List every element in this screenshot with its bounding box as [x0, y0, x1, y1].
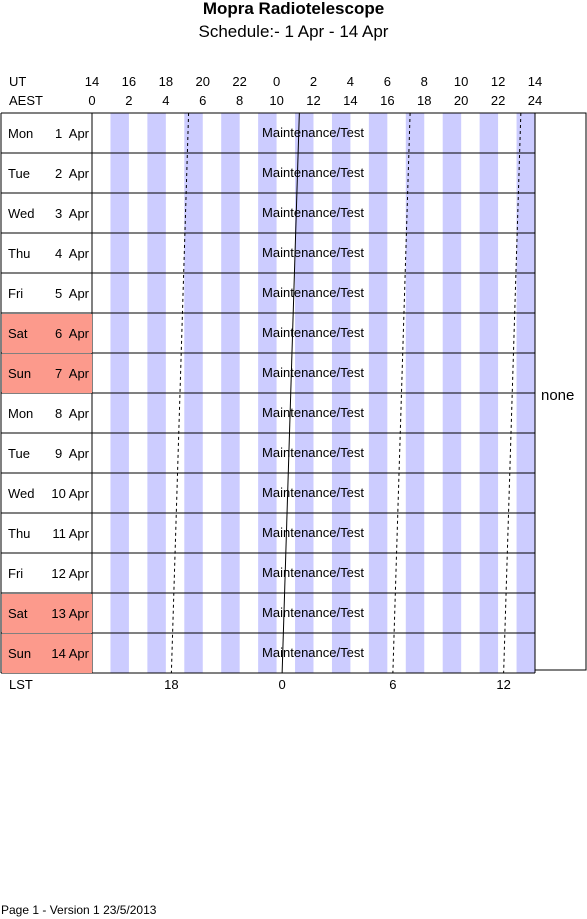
day-date: 1 Apr [55, 126, 89, 141]
chart-title: Mopra Radiotelescope [202, 0, 385, 18]
ut-tick-label: 12 [490, 74, 506, 89]
day-date: 8 Apr [55, 406, 89, 421]
lst-tick-label: 18 [164, 677, 179, 692]
day-label-cell: Mon 8 Apr [2, 394, 92, 433]
ut-row-label: UT [9, 74, 27, 89]
day-name: Fri [8, 286, 24, 301]
day-label-cell: Thu 4 Apr [2, 234, 92, 273]
ut-tick-label: 20 [195, 74, 210, 89]
day-label-cell: Sun 14 Apr [2, 634, 92, 673]
day-date: 14 Apr [51, 646, 89, 661]
lst-row-label: LST [9, 677, 33, 692]
day-label-cell: Mon 1 Apr [2, 114, 92, 153]
ut-tick-label: 8 [420, 74, 428, 89]
lst-zero-line [281, 112, 300, 674]
chart-subtitle: Schedule:- 1 Apr - 14 Apr [198, 22, 389, 41]
ut-tick-label: 14 [527, 74, 543, 89]
aest-tick-label: 12 [306, 93, 321, 108]
day-name: Sat [8, 326, 28, 341]
day-name: Tue [8, 446, 30, 461]
ut-tick-label: 14 [84, 74, 100, 89]
aest-tick-label: 24 [527, 93, 543, 108]
activity-label: Maintenance/Test [262, 245, 364, 260]
day-date: 3 Apr [55, 206, 89, 221]
lst-tick-label: 12 [496, 677, 511, 692]
day-label-cell: Thu 11 Apr [2, 514, 92, 553]
aest-row-label: AEST [9, 93, 43, 108]
ut-tick-label: 18 [158, 74, 174, 89]
aest-tick-label: 22 [490, 93, 506, 108]
aest-tick-label: 16 [380, 93, 395, 108]
ut-tick-label: 16 [121, 74, 137, 89]
activity-label: Maintenance/Test [262, 365, 364, 380]
activity-label: Maintenance/Test [262, 525, 364, 540]
day-date: 7 Apr [55, 366, 89, 381]
aest-tick-label: 10 [269, 93, 284, 108]
day-name: Mon [8, 126, 34, 141]
activity-label: Maintenance/Test [262, 645, 364, 660]
day-name: Wed [8, 486, 35, 501]
day-name: Thu [8, 246, 31, 261]
ut-tick-label: 10 [453, 74, 469, 89]
lst-tick-label: 0 [278, 677, 286, 692]
day-label-cell: Tue 9 Apr [2, 434, 92, 473]
day-label-cell: Sat 13 Apr [2, 594, 92, 633]
aest-tick-label: 2 [125, 93, 133, 108]
ut-tick-label: 0 [272, 74, 281, 89]
activity-label: Maintenance/Test [262, 605, 364, 620]
day-name: Fri [8, 566, 24, 581]
day-date: 12 Apr [51, 566, 89, 581]
ut-tick-label: 6 [383, 74, 391, 89]
aest-tick-label: 14 [343, 93, 358, 108]
day-label-cell: Sun 7 Apr [2, 354, 92, 393]
ut-tick-label: 22 [232, 74, 247, 89]
activity-label: Maintenance/Test [262, 325, 364, 340]
day-label-cell: Fri 5 Apr [2, 274, 92, 313]
day-label-cell: Wed 3 Apr [2, 194, 92, 233]
day-date: 4 Apr [55, 246, 89, 261]
day-date: 5 Apr [55, 286, 89, 301]
activity-label: Maintenance/Test [262, 205, 364, 220]
day-date: 2 Apr [55, 166, 89, 181]
page-footer: Page 1 - Version 1 23/5/2013 [1, 903, 157, 917]
side-box [534, 112, 587, 671]
lst-tick-label: 6 [389, 677, 397, 692]
aest-tick-label: 6 [199, 93, 207, 108]
aest-tick-label: 20 [453, 93, 469, 108]
day-date: 6 Apr [55, 326, 89, 341]
activity-label: Maintenance/Test [262, 285, 364, 300]
day-label-cell: Wed 10 Apr [2, 474, 92, 513]
aest-tick-label: 8 [236, 93, 244, 108]
day-label-cell: Tue 2 Apr [2, 154, 92, 193]
ut-tick-label: 4 [346, 74, 355, 89]
aest-tick-label: 0 [88, 93, 96, 108]
activity-label: Maintenance/Test [262, 165, 364, 180]
day-date: 9 Apr [55, 446, 89, 461]
activity-label: Maintenance/Test [262, 565, 364, 580]
aest-tick-label: 18 [417, 93, 432, 108]
aest-tick-label: 4 [162, 93, 170, 108]
day-name: Wed [8, 206, 35, 221]
day-name: Thu [8, 526, 31, 541]
day-date: 13 Apr [51, 606, 89, 621]
day-name: Tue [8, 166, 30, 181]
day-name: Sun [8, 646, 32, 661]
activity-label: Maintenance/Test [262, 125, 364, 140]
activity-label: Maintenance/Test [262, 405, 364, 420]
day-name: Sun [8, 366, 32, 381]
day-name: Sat [8, 606, 28, 621]
day-date: 10 Apr [51, 486, 89, 501]
day-name: Mon [8, 406, 34, 421]
side-label-none: none [541, 387, 575, 404]
day-label-cell: Fri 12 Apr [2, 554, 92, 593]
activity-label: Maintenance/Test [262, 485, 364, 500]
ut-tick-label: 2 [309, 74, 318, 89]
day-label-cell: Sat 6 Apr [2, 314, 92, 353]
activity-label: Maintenance/Test [262, 445, 364, 460]
day-date: 11 Apr [52, 526, 89, 541]
